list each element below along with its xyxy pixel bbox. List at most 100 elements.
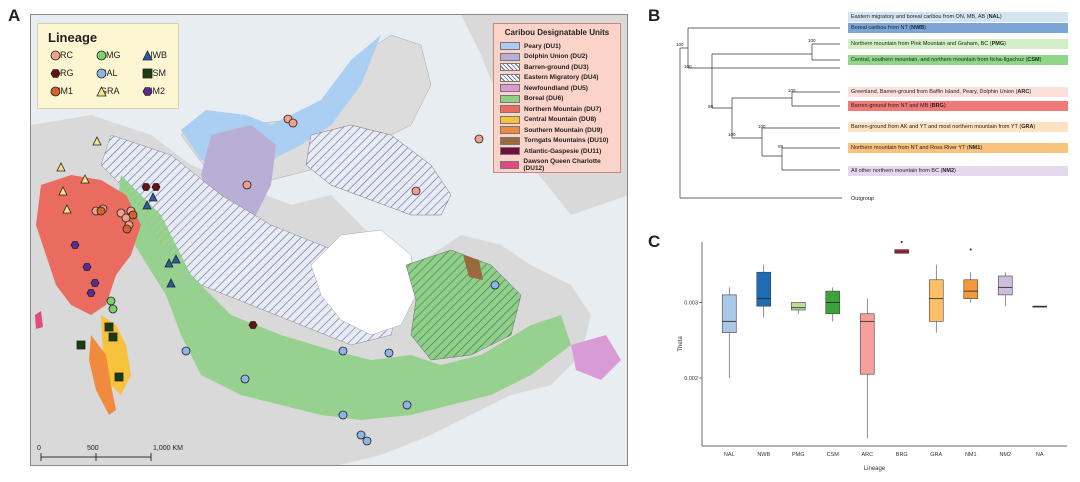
box-nwb (756, 264, 772, 318)
dawson-queen-charlotte (35, 311, 43, 329)
tree-tip-nal: Eastern migratory and boreal caribou fro… (848, 12, 1068, 22)
x-tick-label: PMG (792, 452, 805, 458)
tip-code: PMG (991, 41, 1005, 47)
lineage-legend-label: NM1 (54, 86, 74, 96)
tree-tip-brg: Barren-ground from NT and MB (BRG) (848, 101, 1068, 111)
box-nm2 (997, 272, 1013, 307)
node-support-label: 100 (728, 132, 736, 137)
du-legend-label: Peary (DU1) (524, 42, 561, 50)
box-body (997, 275, 1013, 296)
lineage-legend-nwb: NWB (142, 50, 167, 61)
torngats-range (463, 255, 483, 280)
du-legend-label: Eastern Migratory (DU4) (524, 74, 599, 81)
x-tick-label: NA (1036, 452, 1044, 458)
du-legend-label: Dawson Queen Charlotte (DU12) (523, 157, 601, 172)
tip-description: Outgroup (851, 196, 874, 202)
lineage-legend-label: CSM (146, 68, 166, 78)
tip-suffix: ) (1039, 57, 1042, 63)
du-legend-label: Atlantic-Gaspesie (DU11) (524, 147, 602, 155)
du-legend-label: Southern Mountain (DU9) (524, 126, 603, 134)
tree-tip-pmg: Northern mountain from Pink Mountain and… (848, 39, 1068, 49)
tree-tip-csm: Central, southern mountain, and northern… (848, 55, 1068, 65)
du-swatch (500, 105, 520, 113)
x-tick-label: CSM (827, 452, 840, 458)
scale-bar (40, 453, 152, 461)
box-body (756, 271, 772, 307)
tree-tip-nwb: Boreal caribou from NT (NWB) (848, 23, 1068, 33)
tip-suffix: ) (954, 168, 956, 174)
outlier-point (900, 241, 903, 243)
du-legend-item: Central Mountain (DU8) (500, 115, 596, 124)
du-legend-item: Southern Mountain (DU9) (500, 126, 602, 134)
box-body (963, 279, 979, 299)
outlier-point (969, 248, 972, 251)
node-support-label: 100 (808, 38, 816, 43)
lineage-legend-nm1: NM1 (50, 86, 74, 97)
lineage-legend: Lineage ARC PMG NWB BRG NAL CSM NM1 GRA NM2 (37, 23, 179, 109)
box-nm1 (963, 248, 979, 303)
tip-code: NAL (988, 14, 1000, 20)
tree-branches (679, 27, 842, 199)
scale-label-0: 0 (37, 445, 41, 452)
northern-mountain-range (36, 175, 141, 315)
box-pmg (790, 302, 806, 314)
du-legend-item: Torngats Mountains (DU10) (500, 136, 608, 145)
tip-suffix: ) (1029, 89, 1032, 95)
map-canvas (31, 15, 627, 465)
tip-description: Northern mountain from Pink Mountain and… (851, 41, 992, 47)
tip-code: ARC (1017, 89, 1030, 95)
x-tick-label: BRG (896, 452, 908, 458)
lineage-legend-arc: ARC (50, 50, 74, 61)
lineage-legend-label: NAL (100, 68, 118, 78)
tip-code: GRA (1021, 124, 1034, 130)
x-tick-label: NM2 (999, 452, 1011, 458)
x-tick-label: ARC (861, 452, 873, 458)
du-legend-label: Dolphin Union (DU2) (524, 53, 588, 60)
lineage-legend-label: PMG (100, 50, 121, 60)
panel-label-c: C (648, 232, 661, 251)
tip-suffix: ) (999, 14, 1002, 20)
lineage-legend-title: Lineage (48, 30, 98, 45)
lineage-legend-nal: NAL (96, 68, 118, 79)
box-gra (928, 264, 944, 333)
du-legend-item: Dolphin Union (DU2) (500, 52, 588, 61)
box-nal (721, 287, 737, 378)
node-support-label: 100 (676, 42, 684, 47)
node-support-label: 99 (778, 144, 784, 149)
node-support-label: 99 (708, 104, 714, 109)
phylogenetic-tree: Eastern migratory and boreal caribou fro… (672, 8, 1072, 226)
lineage-legend-nm2: NM2 (142, 86, 165, 96)
du-swatch (500, 136, 520, 145)
du-swatch (500, 52, 520, 61)
du-legend-item: Peary (DU1) (500, 42, 561, 50)
x-tick-label: NWB (757, 452, 770, 458)
tree-tip-arc: Greenland, Barren-ground from Baffin Isl… (848, 87, 1068, 97)
boreal-range (116, 175, 571, 420)
tip-suffix: ) (924, 25, 927, 31)
box-arc (859, 298, 875, 439)
tip-description: Greenland, Barren-ground from Baffin Isl… (851, 89, 1018, 95)
tip-code: NM1 (968, 145, 981, 151)
du-swatch (500, 73, 520, 82)
tree-tip-nm1: Northern mountain from NT and Ross River… (848, 143, 1068, 153)
hudson-bay (310, 229, 417, 336)
y-axis-title: Theta (678, 336, 684, 352)
lineage-legend-label: BRG (54, 68, 74, 78)
tip-code: CSM (1027, 57, 1040, 63)
southern-mountain-range (89, 335, 116, 415)
box-body (859, 313, 875, 375)
du-legend-item: Boreal (DU6) (500, 94, 563, 103)
du-swatch (500, 147, 520, 155)
tip-suffix: ) (1033, 124, 1036, 130)
du-swatch (500, 42, 520, 50)
lineage-legend-label: ARC (54, 50, 74, 60)
theta-boxplot: 0.003 0.002 Theta Lineage NAL NWB PMG CSM ARC BRG… (672, 236, 1072, 476)
du-legend-label: Northern Mountain (DU7) (524, 105, 602, 113)
box-body (790, 302, 806, 311)
tip-code: NM2 (942, 168, 955, 174)
tree-tip-nm2: All other northern mountain from BC (NM2… (848, 166, 1068, 176)
node-support-label: 100 (758, 124, 766, 129)
box-body (721, 294, 737, 333)
tip-description: Eastern migratory and boreal caribou fro… (851, 14, 989, 20)
lineage-legend-csm: CSM (142, 68, 166, 79)
